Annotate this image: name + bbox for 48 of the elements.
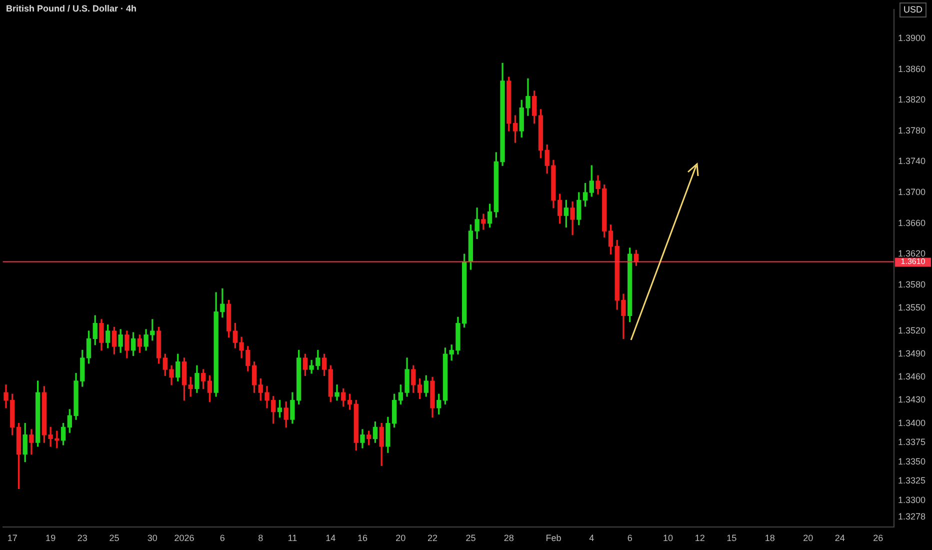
y-tick-label: 1.3860: [898, 64, 926, 74]
x-tick-label: 30: [147, 533, 158, 544]
x-tick-label: 20: [803, 533, 814, 544]
y-tick-label: 1.3780: [898, 125, 926, 136]
y-tick-label: 1.3325: [898, 476, 926, 486]
y-tick-label: 1.3900: [898, 33, 926, 44]
x-tick-label: 16: [357, 533, 368, 544]
x-tick-label: 6: [627, 533, 632, 544]
x-tick-label: 6: [220, 533, 225, 544]
y-tick-label: 1.3700: [898, 187, 926, 197]
y-tick-label: 1.3520: [898, 325, 926, 336]
y-tick-label: 1.3820: [898, 94, 926, 105]
y-tick-label: 1.3460: [898, 372, 926, 382]
chart-title: British Pound / U.S. Dollar · 4h: [6, 3, 137, 14]
y-tick-label: 1.3300: [898, 494, 926, 505]
y-tick-label: 1.3278: [898, 512, 926, 522]
x-tick-label: 25: [466, 533, 476, 544]
y-tick-label: 1.3620: [898, 248, 926, 259]
x-tick-label: Feb: [546, 533, 562, 544]
y-tick-label: 1.3350: [898, 456, 926, 466]
x-tick-label: 22: [427, 533, 438, 544]
x-tick-label: 18: [764, 533, 775, 544]
ref-line-label: 1.3610: [900, 256, 926, 266]
x-tick-label: 24: [834, 533, 845, 544]
y-tick-label: 1.3400: [898, 418, 926, 428]
x-tick-label: 25: [109, 533, 120, 544]
x-tick-label: 26: [873, 533, 884, 544]
x-tick-label: 23: [77, 533, 88, 544]
y-tick-label: 1.3375: [898, 437, 926, 448]
y-tick-label: 1.3740: [898, 156, 926, 166]
x-tick-label: 10: [663, 533, 674, 544]
x-tick-label: 11: [288, 533, 298, 544]
x-tick-label: 28: [504, 533, 514, 544]
x-tick-label: 15: [726, 533, 737, 544]
y-tick-label: 1.3550: [898, 302, 926, 312]
x-tick-label: 12: [694, 533, 705, 544]
x-tick-label: 14: [326, 533, 336, 544]
x-tick-label: 19: [46, 533, 56, 544]
y-tick-label: 1.3660: [898, 218, 926, 228]
x-tick-label: 4: [589, 533, 594, 544]
y-tick-label: 1.3580: [898, 279, 926, 290]
y-axis-title: USD: [903, 4, 923, 14]
x-tick-label: 17: [7, 533, 18, 544]
y-tick-label: 1.3430: [898, 394, 926, 405]
x-tick-label: 20: [396, 533, 406, 544]
x-tick-label: 8: [258, 533, 264, 544]
y-tick-label: 1.3490: [898, 348, 926, 359]
x-tick-label: 2026: [174, 533, 194, 544]
